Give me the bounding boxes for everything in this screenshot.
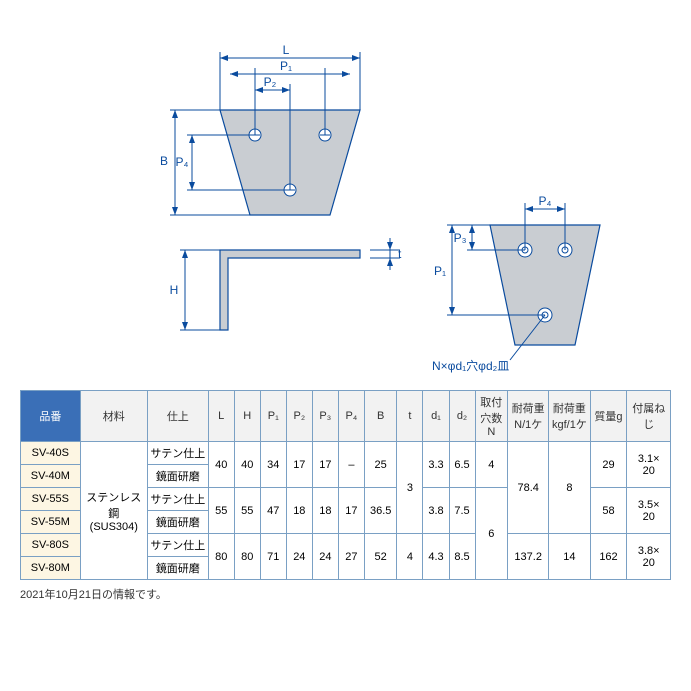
dim-t: t xyxy=(398,247,402,261)
th-loadN: 耐荷重N/1ケ xyxy=(508,391,549,442)
th-part: 品番 xyxy=(21,391,81,442)
dim-P3: P₃ xyxy=(454,231,467,245)
th-screw: 付属ねじ xyxy=(627,391,671,442)
th-L: L xyxy=(208,391,234,442)
th-loadK: 耐荷重kgf/1ケ xyxy=(549,391,590,442)
th-weight: 質量g xyxy=(590,391,627,442)
dim-P1: P₁ xyxy=(280,59,292,73)
th-P4: P₄ xyxy=(338,391,364,442)
dim-P2: P₂ xyxy=(264,75,277,89)
technical-diagram: L P₁ P₂ B P₄ t xyxy=(20,20,671,380)
th-finish: 仕上 xyxy=(147,391,208,442)
th-P2: P₂ xyxy=(286,391,312,442)
hole-note: N×φd₁穴φd₂皿 xyxy=(432,358,509,373)
th-d2: d₂ xyxy=(449,391,475,442)
dim-H: H xyxy=(170,283,179,297)
spec-table: 品番 材料 仕上 L H P₁ P₂ P₃ P₄ B t d₁ d₂ 取付穴数N… xyxy=(20,390,671,580)
th-P3: P₃ xyxy=(312,391,338,442)
dim-P1v: P₁ xyxy=(434,264,446,278)
th-t: t xyxy=(397,391,423,442)
dim-P4h: P₄ xyxy=(539,194,552,208)
th-d1: d₁ xyxy=(423,391,449,442)
th-P1: P₁ xyxy=(260,391,286,442)
dim-B: B xyxy=(160,154,168,168)
dim-P4v: P₄ xyxy=(176,155,189,169)
th-material: 材料 xyxy=(80,391,147,442)
th-H: H xyxy=(234,391,260,442)
th-B: B xyxy=(364,391,397,442)
table-row: SV-40S ステンレス鋼(SUS304) サテン仕上 40 40 34 17 … xyxy=(21,442,671,465)
dim-L: L xyxy=(283,43,290,57)
th-holes: 取付穴数N xyxy=(475,391,508,442)
footer-note: 2021年10月21日の情報です。 xyxy=(20,586,671,602)
